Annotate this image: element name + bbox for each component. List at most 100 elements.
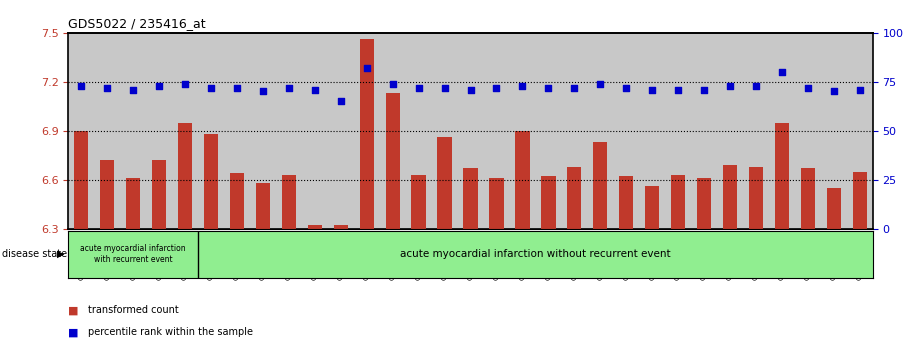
Bar bbox=[353, 33, 380, 229]
Bar bbox=[561, 33, 588, 229]
Bar bbox=[256, 183, 270, 363]
Bar bbox=[328, 33, 353, 229]
Text: GDS5022 / 235416_at: GDS5022 / 235416_at bbox=[68, 17, 206, 30]
Point bbox=[853, 87, 867, 93]
Point bbox=[100, 85, 115, 90]
Bar bbox=[516, 131, 529, 363]
Point bbox=[489, 85, 504, 90]
Bar bbox=[198, 33, 224, 229]
Bar bbox=[541, 176, 556, 363]
Bar bbox=[100, 160, 115, 363]
Bar bbox=[281, 175, 296, 363]
Point bbox=[541, 85, 556, 90]
Bar bbox=[588, 33, 613, 229]
Bar bbox=[94, 33, 120, 229]
Bar bbox=[821, 33, 847, 229]
Bar bbox=[769, 33, 795, 229]
Bar bbox=[68, 33, 94, 229]
Bar bbox=[74, 131, 88, 363]
Text: transformed count: transformed count bbox=[88, 305, 179, 315]
Point bbox=[697, 87, 711, 93]
Bar bbox=[619, 176, 633, 363]
Bar bbox=[795, 33, 821, 229]
Bar bbox=[178, 123, 192, 363]
Bar bbox=[360, 39, 374, 363]
Text: acute myocardial infarction
with recurrent event: acute myocardial infarction with recurre… bbox=[80, 244, 186, 264]
Bar bbox=[224, 33, 250, 229]
Bar bbox=[276, 33, 302, 229]
Point bbox=[801, 85, 815, 90]
Bar bbox=[489, 178, 504, 363]
Point bbox=[567, 85, 581, 90]
Point bbox=[826, 89, 841, 94]
Bar bbox=[198, 231, 873, 278]
Bar bbox=[749, 167, 763, 363]
Bar bbox=[333, 225, 348, 363]
Point bbox=[412, 85, 426, 90]
Bar bbox=[717, 33, 743, 229]
Bar bbox=[671, 175, 685, 363]
Bar bbox=[509, 33, 536, 229]
Point bbox=[281, 85, 296, 90]
Point bbox=[619, 85, 633, 90]
Bar bbox=[645, 186, 660, 363]
Bar bbox=[568, 167, 581, 363]
Point bbox=[74, 83, 88, 89]
Point bbox=[645, 87, 660, 93]
Bar bbox=[457, 33, 484, 229]
Bar bbox=[691, 33, 717, 229]
Bar bbox=[126, 178, 140, 363]
Bar bbox=[308, 225, 322, 363]
Bar bbox=[250, 33, 276, 229]
Bar bbox=[152, 160, 167, 363]
Bar bbox=[412, 175, 425, 363]
Point bbox=[515, 83, 529, 89]
Bar bbox=[68, 231, 198, 278]
Bar bbox=[437, 137, 452, 363]
Bar bbox=[204, 134, 218, 363]
Bar bbox=[774, 123, 789, 363]
Text: ▶: ▶ bbox=[57, 249, 65, 259]
Point bbox=[463, 87, 477, 93]
Bar bbox=[640, 33, 665, 229]
Point bbox=[152, 83, 167, 89]
Point bbox=[774, 69, 789, 75]
Point bbox=[333, 98, 348, 104]
Text: ■: ■ bbox=[68, 327, 79, 337]
Point bbox=[126, 87, 140, 93]
Point bbox=[749, 83, 763, 89]
Bar bbox=[464, 168, 477, 363]
Point bbox=[230, 85, 244, 90]
Bar bbox=[697, 178, 711, 363]
Bar bbox=[172, 33, 198, 229]
Point bbox=[593, 81, 608, 86]
Bar bbox=[120, 33, 146, 229]
Bar bbox=[536, 33, 561, 229]
Point bbox=[256, 89, 271, 94]
Bar bbox=[743, 33, 769, 229]
Bar bbox=[613, 33, 640, 229]
Bar bbox=[723, 165, 737, 363]
Bar bbox=[405, 33, 432, 229]
Point bbox=[385, 81, 400, 86]
Bar bbox=[230, 173, 244, 363]
Bar bbox=[665, 33, 691, 229]
Text: disease state: disease state bbox=[2, 249, 67, 259]
Bar bbox=[385, 93, 400, 363]
Bar bbox=[484, 33, 509, 229]
Point bbox=[204, 85, 219, 90]
Bar bbox=[380, 33, 405, 229]
Text: percentile rank within the sample: percentile rank within the sample bbox=[88, 327, 253, 337]
Point bbox=[722, 83, 737, 89]
Bar bbox=[593, 142, 608, 363]
Point bbox=[670, 87, 685, 93]
Bar bbox=[801, 168, 815, 363]
Text: ■: ■ bbox=[68, 305, 79, 315]
Text: acute myocardial infarction without recurrent event: acute myocardial infarction without recu… bbox=[400, 249, 670, 259]
Point bbox=[178, 81, 192, 86]
Point bbox=[308, 87, 322, 93]
Point bbox=[437, 85, 452, 90]
Bar bbox=[826, 188, 841, 363]
Bar bbox=[302, 33, 328, 229]
Bar bbox=[847, 33, 873, 229]
